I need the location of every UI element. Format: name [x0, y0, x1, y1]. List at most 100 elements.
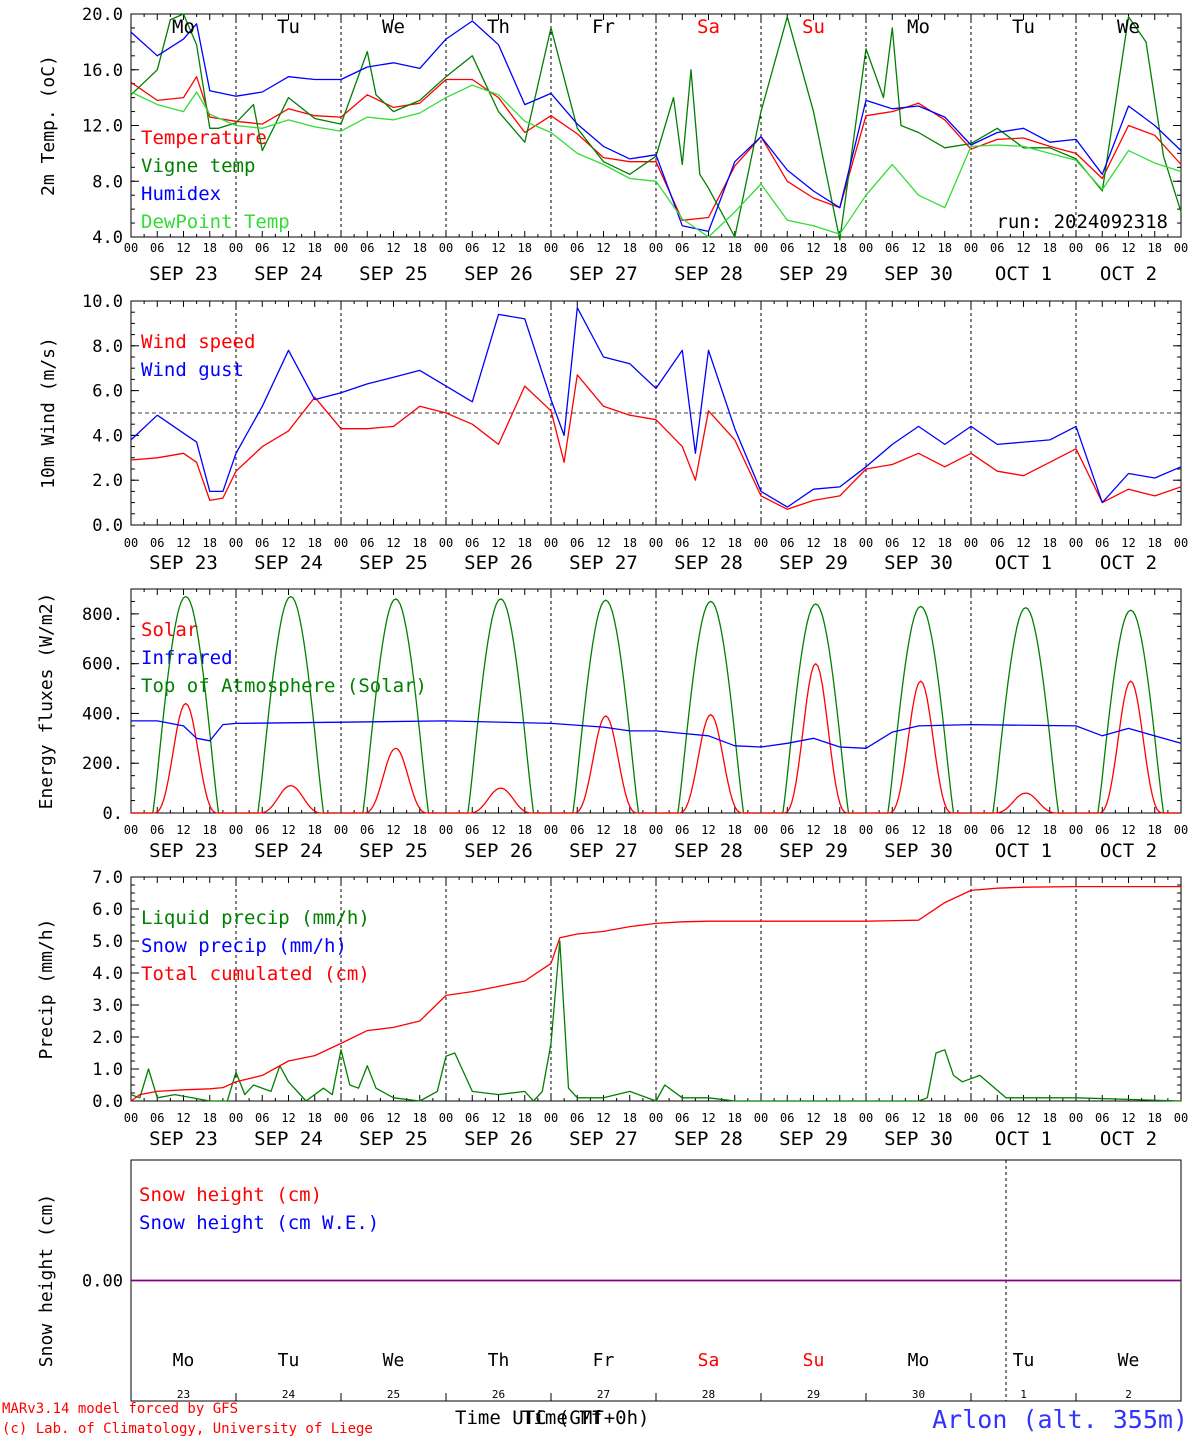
flux-hour-label: 00	[229, 823, 243, 837]
precip-axis-title: Precip (mm/h)	[36, 919, 57, 1060]
wind-series-0	[130, 374, 1182, 510]
flux-hour-label: 00	[439, 823, 453, 837]
flux-series-0	[131, 720, 1182, 749]
temp-hour-label: 12	[701, 241, 715, 255]
snow-day-number: 30	[912, 1388, 925, 1401]
wind-y-label: 2.0	[92, 471, 123, 491]
wind-date-label: OCT 2	[1100, 552, 1157, 574]
wind-y-label: 6.0	[92, 382, 123, 402]
temp-series-0	[130, 76, 1182, 221]
temp-hour-label: 00	[544, 241, 558, 255]
flux-hour-label: 06	[675, 823, 689, 837]
temp-hour-label: 00	[124, 241, 138, 255]
wind-hour-label: 12	[176, 536, 190, 550]
wind-hour-label: 12	[701, 536, 715, 550]
precip-hour-label: 00	[1174, 1111, 1188, 1125]
wind-date-label: SEP 23	[149, 552, 218, 574]
snow-day-number: 26	[492, 1388, 505, 1401]
flux-hour-label: 12	[491, 823, 505, 837]
wind-hour-label: 06	[780, 536, 794, 550]
wind-hour-label: 18	[1043, 536, 1057, 550]
snow-day-number: 23	[177, 1388, 190, 1401]
precip-date-label: SEP 24	[254, 1128, 323, 1150]
wind-y-label: 0.0	[92, 516, 123, 536]
precip-hour-label: 06	[990, 1111, 1004, 1125]
solar-day-8	[971, 792, 1074, 814]
temp-hour-label: 00	[649, 241, 663, 255]
precip-hour-label: 18	[518, 1111, 532, 1125]
temp-weekday-label: Sa	[697, 16, 720, 38]
solar-day-7	[866, 680, 969, 814]
panel-wind: 00 06 12 18 00 06 12 18 00 06 12 18 00 06 12 18 00 06 12 18…	[38, 292, 1188, 574]
panel-snow: Mo 23 Tu 24 We 25 Th 26 Fr 27 Sa 28 Su 29 Mo 30 Tu 1 We 2 0.…	[36, 1159, 1182, 1402]
temp-hour-label: 12	[386, 241, 400, 255]
temp-hour-label: 18	[833, 241, 847, 255]
temp-y-label: 8.0	[92, 172, 123, 192]
wind-hour-label: 06	[990, 536, 1004, 550]
temp-hour-label: 18	[518, 241, 532, 255]
flux-date-label: OCT 1	[995, 840, 1052, 862]
precip-hour-label: 06	[675, 1111, 689, 1125]
temp-hour-label: 00	[1174, 241, 1188, 255]
wind-hour-label: 06	[1095, 536, 1109, 550]
temp-hour-label: 12	[491, 241, 505, 255]
precip-y-label: 1.0	[92, 1060, 123, 1080]
temp-hour-label: 12	[596, 241, 610, 255]
wind-date-label: SEP 24	[254, 552, 323, 574]
temp-hour-label: 18	[1043, 241, 1057, 255]
temp-hour-label: 12	[281, 241, 295, 255]
temp-hour-label: 06	[675, 241, 689, 255]
precip-hour-label: 18	[1148, 1111, 1162, 1125]
wind-hour-label: 06	[885, 536, 899, 550]
temp-hour-label: 12	[176, 241, 190, 255]
snow-legend-1: Snow height (cm W.E.)	[139, 1212, 379, 1234]
wind-hour-label: 18	[623, 536, 637, 550]
precip-date-label: SEP 27	[569, 1128, 638, 1150]
temp-weekday-label: Tu	[1012, 16, 1035, 38]
time-axis-label: Time UTC (GMT+0h)	[455, 1407, 649, 1429]
wind-date-label: OCT 1	[995, 552, 1052, 574]
temp-hour-label: 18	[308, 241, 322, 255]
precip-hour-label: 06	[150, 1111, 164, 1125]
precip-hour-label: 06	[1095, 1111, 1109, 1125]
snow-weekday-label: We	[1118, 1350, 1140, 1371]
flux-hour-label: 12	[281, 823, 295, 837]
wind-y-label: 8.0	[92, 337, 123, 357]
wind-hour-label: 18	[1148, 536, 1162, 550]
flux-hour-label: 18	[938, 823, 952, 837]
flux-hour-label: 00	[124, 823, 138, 837]
flux-date-label: SEP 26	[464, 840, 533, 862]
flux-y-label: 800.	[82, 605, 123, 625]
flux-hour-label: 18	[1148, 823, 1162, 837]
precip-hour-label: 00	[439, 1111, 453, 1125]
flux-hour-label: 18	[203, 823, 217, 837]
toa-solar-day-3	[446, 598, 549, 814]
temp-date-label: OCT 1	[995, 263, 1052, 285]
wind-date-label: SEP 30	[884, 552, 953, 574]
precip-hour-label: 18	[1043, 1111, 1057, 1125]
precip-hour-label: 06	[465, 1111, 479, 1125]
wind-date-label: SEP 26	[464, 552, 533, 574]
temp-weekday-label: Mo	[907, 16, 930, 38]
wind-hour-label: 12	[911, 536, 925, 550]
flux-hour-label: 18	[413, 823, 427, 837]
precip-hour-label: 06	[885, 1111, 899, 1125]
temp-hour-label: 06	[885, 241, 899, 255]
temp-weekday-label: Su	[802, 16, 825, 38]
flux-hour-label: 12	[386, 823, 400, 837]
flux-legend-1: Infrared	[141, 647, 233, 669]
temp-hour-label: 00	[229, 241, 243, 255]
temp-hour-label: 18	[1148, 241, 1162, 255]
temp-date-label: SEP 23	[149, 263, 218, 285]
wind-legend-1: Wind gust	[141, 359, 244, 381]
precip-hour-label: 18	[308, 1111, 322, 1125]
wind-legend-0: Wind speed	[141, 331, 255, 353]
temp-hour-label: 06	[465, 241, 479, 255]
flux-hour-label: 18	[623, 823, 637, 837]
wind-date-label: SEP 29	[779, 552, 848, 574]
snow-weekday-label: We	[383, 1350, 405, 1371]
wind-hour-label: 18	[728, 536, 742, 550]
precip-hour-label: 06	[570, 1111, 584, 1125]
precip-series-0	[130, 940, 1182, 1102]
